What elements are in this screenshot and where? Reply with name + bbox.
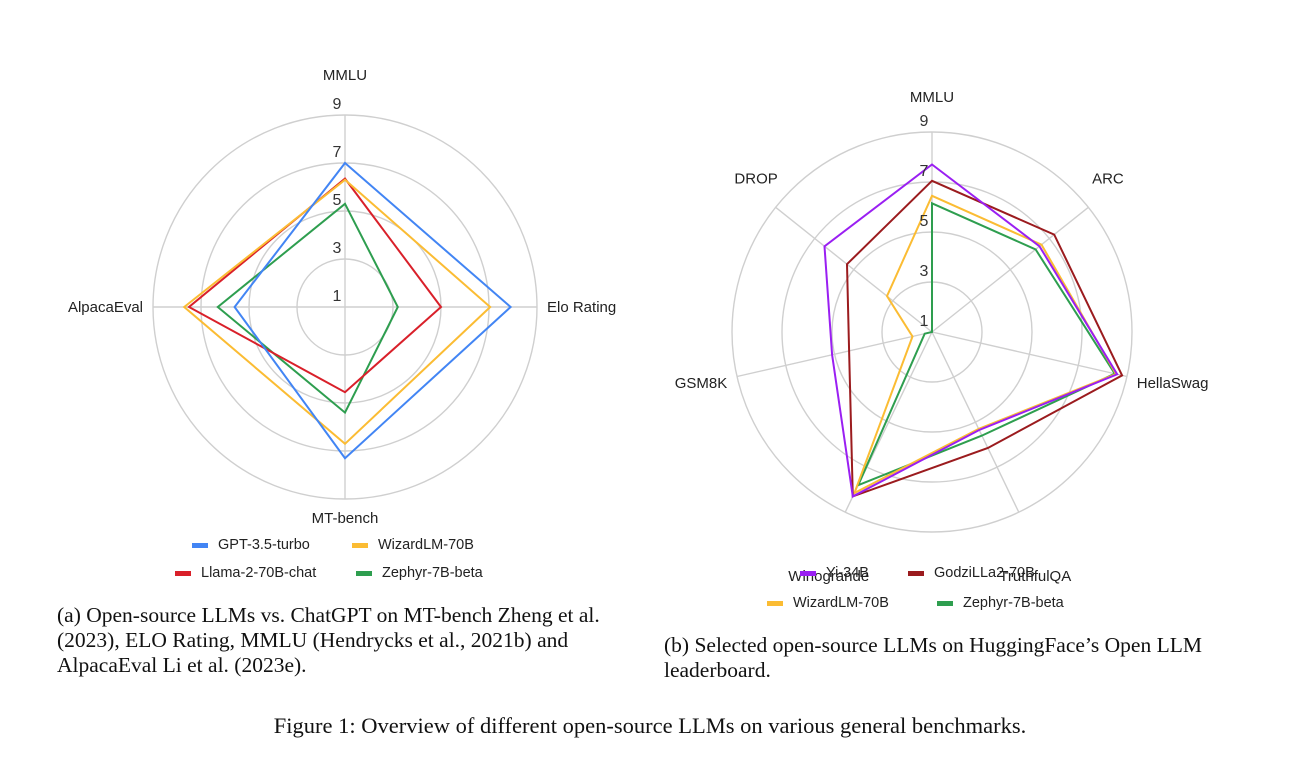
radar-chart-b: 13579MMLUARCHellaSwagTruthfulQAWinogrand…: [675, 89, 1209, 611]
series-wizardlm-70b: [182, 178, 492, 446]
legend-swatch: [908, 571, 924, 576]
legend-swatch: [356, 571, 372, 576]
legend-label: Zephyr-7B-beta: [963, 595, 1065, 611]
tick-label: 3: [920, 263, 929, 280]
tick-label: 1: [333, 288, 342, 305]
tick-label: 9: [333, 96, 342, 113]
axis-label: DROP: [734, 171, 777, 188]
legend-swatch: [175, 571, 191, 576]
axis-label: Elo Rating: [547, 299, 616, 316]
axis-label: GSM8K: [675, 375, 728, 392]
series-godzilla2-70b: [845, 179, 1124, 498]
legend-swatch: [352, 543, 368, 548]
axis-spoke: [775, 206, 933, 333]
series-gpt-3-5-turbo: [233, 161, 513, 460]
legend-label: Llama-2-70B-chat: [201, 565, 316, 581]
tick-label: 5: [333, 192, 342, 209]
tick-label: 9: [920, 113, 929, 130]
legend-label: GodziLLa2-70B: [934, 565, 1035, 581]
legend-label: Yi-34B: [826, 565, 869, 581]
tick-label: 5: [920, 213, 929, 230]
axis-label: HellaSwag: [1137, 375, 1209, 392]
legend-label: WizardLM-70B: [378, 537, 474, 553]
caption-a: (a) Open-source LLMs vs. ChatGPT on MT-b…: [57, 603, 600, 677]
axis-label: TruthfulQA: [999, 568, 1071, 585]
tick-label: 7: [920, 163, 929, 180]
series-llama-2-70b-chat: [187, 177, 443, 394]
caption-b: (b) Selected open-source LLMs on Hugging…: [664, 633, 1202, 682]
legend-label: Zephyr-7B-beta: [382, 565, 484, 581]
axis-spoke: [931, 331, 1020, 513]
legend-label: WizardLM-70B: [793, 595, 889, 611]
legend-swatch: [800, 571, 816, 576]
axis-spoke: [931, 206, 1089, 333]
legend-swatch: [192, 543, 208, 548]
axis-label: ARC: [1092, 171, 1124, 188]
legend-swatch: [937, 601, 953, 606]
axis-label: MT-bench: [312, 510, 379, 527]
axis-label: AlpacaEval: [68, 299, 143, 316]
tick-label: 1: [920, 313, 929, 330]
legend-label: GPT-3.5-turbo: [218, 537, 310, 553]
tick-label: 7: [333, 144, 342, 161]
series-wizardlm-70b: [852, 194, 1118, 496]
series-yi-34b: [823, 163, 1119, 498]
figure-caption: Figure 1: Overview of different open-sou…: [273, 713, 1027, 738]
legend-swatch: [767, 601, 783, 606]
axis-spoke: [736, 331, 933, 378]
axis-label: MMLU: [323, 67, 367, 84]
axis-label: MMLU: [910, 89, 954, 106]
series-zephyr-7b-beta: [216, 202, 399, 415]
radar-chart-a: 1 3 5 7 9 MMLU Elo Rating MT-bench AlpacaEval GPT…: [68, 67, 616, 581]
axis-spoke: [931, 331, 1128, 378]
tick-label: 3: [333, 240, 342, 257]
